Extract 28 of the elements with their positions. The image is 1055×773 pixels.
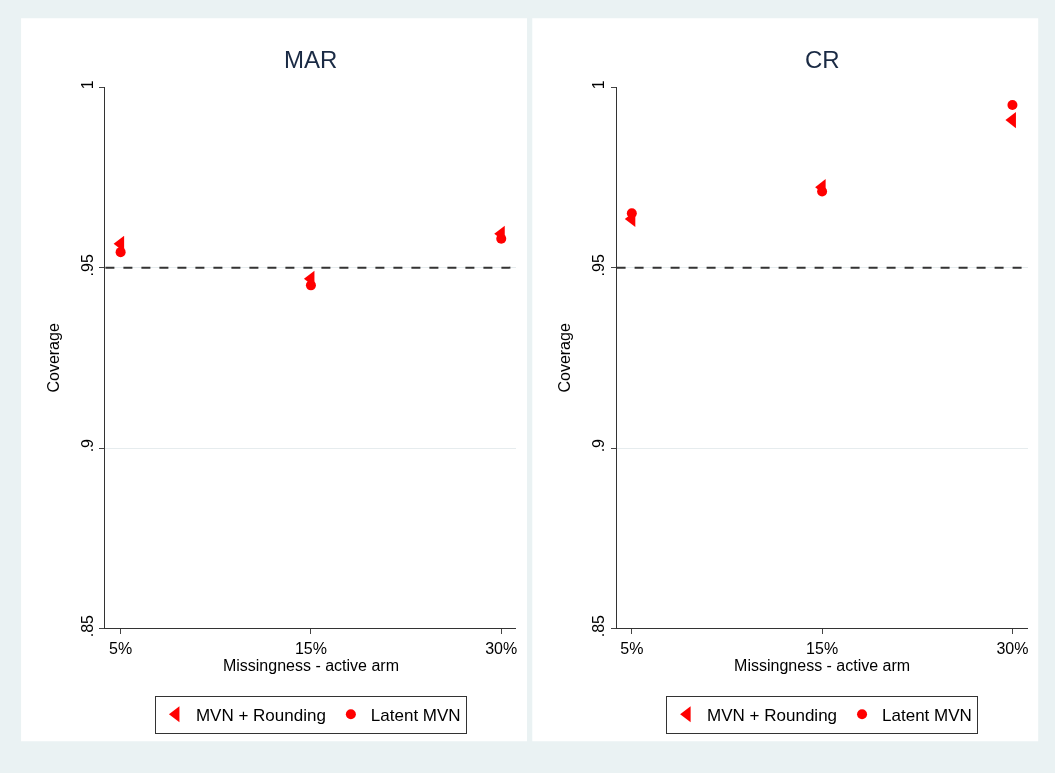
legend-label: MVN + Rounding [195,705,326,725]
y-tick-label: .9 [79,438,96,453]
legend-label: Latent MVN [370,705,461,725]
x-tick-label: 30% [485,639,518,657]
y-tick-label: .95 [79,254,96,277]
y-tick-label: .9 [590,438,608,453]
x-tick-label: 5% [620,639,644,657]
x-tick-label: 5% [109,639,133,657]
point [817,186,828,197]
x-axis-title: Missingness - active arm [734,656,911,674]
point [115,247,126,258]
chart-title: MAR [284,46,338,73]
point [1007,99,1018,110]
x-axis-title: Missingness - active arm [222,656,399,674]
chart-title: CR [805,46,840,73]
y-tick-label: 1 [590,80,608,90]
x-tick-label: 15% [806,639,839,657]
legend-label: MVN + Rounding [707,705,838,725]
y-axis-title: Coverage [556,323,574,393]
x-tick-label: 15% [294,639,327,657]
y-tick-label: .85 [590,614,608,638]
x-tick-label: 30% [996,639,1029,657]
point [305,280,316,291]
y-tick-label: .95 [590,254,608,277]
legend-label: Latent MVN [882,705,972,725]
y-tick-label: 1 [79,80,96,90]
y-tick-label: .85 [79,614,96,638]
y-axis-title: Coverage [44,323,62,393]
